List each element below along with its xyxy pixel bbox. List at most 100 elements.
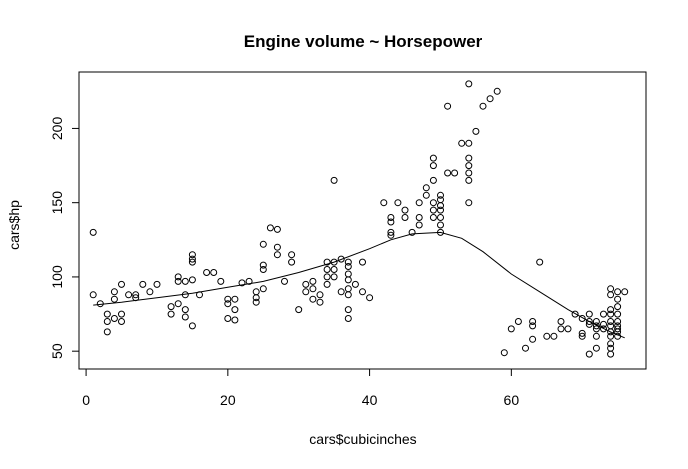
- data-point: [444, 102, 452, 110]
- data-point: [585, 318, 593, 325]
- data-point: [132, 291, 140, 299]
- data-point: [437, 206, 444, 214]
- data-point: [153, 280, 161, 288]
- data-point: [295, 306, 303, 314]
- x-tick-label: 40: [362, 392, 378, 408]
- data-point: [252, 288, 260, 296]
- data-point: [522, 344, 529, 352]
- data-point: [188, 251, 196, 259]
- data-point: [288, 258, 296, 266]
- x-tick-label: 0: [82, 392, 90, 408]
- data-point: [607, 332, 615, 340]
- data-point: [429, 214, 437, 221]
- data-point: [429, 162, 437, 170]
- data-point: [422, 184, 430, 192]
- data-point: [387, 214, 395, 221]
- data-point: [621, 288, 629, 296]
- data-point: [607, 350, 615, 358]
- data-point: [401, 206, 409, 214]
- data-point: [564, 325, 572, 333]
- data-point: [259, 240, 267, 248]
- data-point: [415, 221, 423, 229]
- data-point: [493, 87, 501, 95]
- data-point: [437, 221, 444, 229]
- data-point: [224, 295, 232, 303]
- data-point: [188, 255, 196, 263]
- data-point: [614, 303, 622, 311]
- data-point: [458, 139, 466, 147]
- data-point: [437, 202, 444, 210]
- data-point: [224, 315, 232, 322]
- data-point: [465, 80, 473, 88]
- data-point: [486, 95, 494, 103]
- data-point: [429, 199, 437, 207]
- data-point: [451, 169, 459, 177]
- data-point: [330, 258, 338, 266]
- data-point: [118, 310, 125, 318]
- data-point: [444, 169, 452, 177]
- data-point: [231, 316, 239, 324]
- data-point: [429, 154, 437, 162]
- data-point: [252, 298, 260, 306]
- data-point: [323, 273, 331, 281]
- data-point: [316, 298, 324, 306]
- data-point: [344, 276, 352, 284]
- data-point: [281, 277, 288, 285]
- data-point: [210, 269, 218, 276]
- x-tick-label: 60: [504, 392, 520, 408]
- data-point: [607, 318, 615, 325]
- data-point: [529, 318, 537, 325]
- x-axis: 0 20 40 60: [82, 368, 520, 408]
- data-point: [139, 280, 147, 288]
- data-point: [394, 199, 402, 207]
- data-point: [337, 255, 345, 263]
- data-point: [607, 344, 615, 352]
- data-point: [607, 291, 615, 299]
- data-point: [614, 310, 622, 318]
- data-point: [614, 295, 622, 303]
- data-point: [592, 332, 600, 340]
- data-point: [344, 291, 352, 299]
- data-point: [614, 325, 622, 333]
- data-point: [203, 269, 211, 276]
- x-axis-label: cars$cubicinches: [309, 431, 416, 447]
- data-point: [217, 277, 225, 285]
- data-point: [323, 266, 331, 273]
- data-point: [437, 191, 444, 199]
- data-point: [585, 350, 593, 358]
- data-point: [380, 199, 388, 207]
- data-point: [437, 214, 444, 221]
- y-tick-label: 150: [49, 191, 65, 215]
- data-point: [607, 328, 615, 336]
- data-point: [415, 214, 423, 221]
- scatter-points: [89, 80, 629, 358]
- data-point: [231, 295, 239, 303]
- data-point: [125, 291, 133, 299]
- data-point: [89, 291, 97, 299]
- data-point: [188, 258, 196, 266]
- data-point: [330, 176, 338, 184]
- data-point: [167, 303, 175, 311]
- data-point: [592, 325, 600, 333]
- data-point: [344, 306, 352, 314]
- data-point: [500, 349, 508, 357]
- data-point: [309, 285, 317, 293]
- data-point: [465, 199, 473, 207]
- data-point: [174, 277, 182, 285]
- data-point: [465, 154, 473, 162]
- data-point: [110, 295, 118, 303]
- data-point: [614, 288, 622, 296]
- y-tick-label: 100: [49, 265, 65, 289]
- data-point: [578, 329, 586, 337]
- data-point: [231, 306, 239, 314]
- data-point: [536, 258, 544, 266]
- data-point: [465, 139, 473, 147]
- data-point: [309, 277, 317, 285]
- data-point: [323, 258, 331, 266]
- data-point: [529, 322, 537, 330]
- data-point: [110, 315, 118, 322]
- data-point: [366, 294, 374, 302]
- data-point: [188, 322, 196, 330]
- data-point: [181, 277, 189, 285]
- data-point: [415, 199, 423, 207]
